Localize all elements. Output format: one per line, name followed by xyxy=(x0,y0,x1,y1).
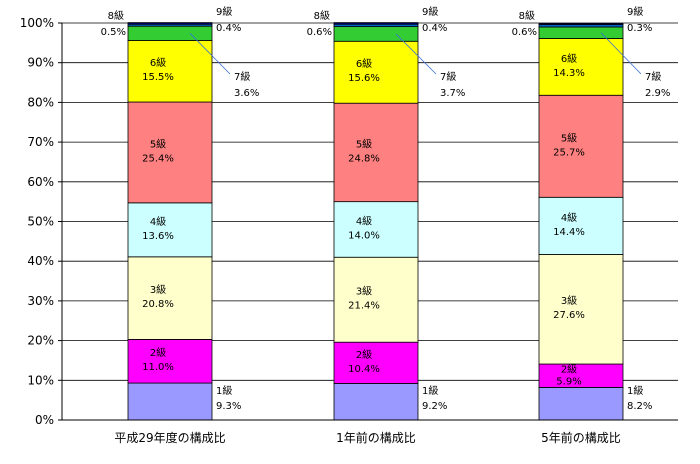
data-label: 3.7% xyxy=(440,88,465,99)
series-name-label: 1級 xyxy=(627,384,643,397)
y-tick-label: 100% xyxy=(20,16,54,30)
series-name-label: 6級 xyxy=(150,56,166,69)
y-tick-label: 50% xyxy=(27,215,54,229)
series-name-label: 4級 xyxy=(356,214,372,227)
y-tick-label: 10% xyxy=(27,373,54,387)
data-label: 3.6% xyxy=(234,88,259,99)
series-name-label: 2級 xyxy=(561,363,577,376)
series-name-label: 7級 xyxy=(234,70,250,83)
x-category-label: 1年前の構成比 xyxy=(336,430,416,445)
series-name-label: 2級 xyxy=(356,348,372,361)
data-label: 8.2% xyxy=(627,401,652,412)
data-label: 13.6% xyxy=(142,231,174,242)
bar-segment xyxy=(538,254,624,365)
y-tick-label: 30% xyxy=(27,294,54,308)
bar-segment xyxy=(127,256,213,340)
y-tick-label: 80% xyxy=(27,95,54,109)
bar-segment xyxy=(333,201,419,258)
bar-segment xyxy=(127,40,213,103)
series-name-label: 4級 xyxy=(561,211,577,224)
series-name-label: 6級 xyxy=(356,57,372,70)
bar-segment xyxy=(333,383,419,421)
series-name-label: 9級 xyxy=(422,5,438,18)
data-label: 10.4% xyxy=(348,364,380,375)
data-label: 0.6% xyxy=(512,27,537,38)
bar-segment xyxy=(333,26,419,42)
data-label: 0.4% xyxy=(216,23,241,34)
y-tick-label: 70% xyxy=(27,135,54,149)
data-label: 25.4% xyxy=(142,153,174,164)
bar-segment xyxy=(127,22,213,25)
y-tick-label: 90% xyxy=(27,56,54,70)
series-name-label: 5級 xyxy=(561,131,577,144)
bar-segment xyxy=(538,38,624,96)
data-label: 25.7% xyxy=(553,147,585,158)
bar-segment xyxy=(538,196,624,255)
leader-line xyxy=(395,33,437,75)
bar-segment xyxy=(333,256,419,343)
series-name-label: 8級 xyxy=(314,9,330,22)
bar-segment xyxy=(538,387,624,421)
bar-segment xyxy=(127,101,213,204)
bar-segment xyxy=(538,94,624,198)
series-name-label: 2級 xyxy=(150,346,166,359)
bar-segment xyxy=(333,341,419,384)
data-label: 14.0% xyxy=(348,230,380,241)
x-category-label: 平成29年度の構成比 xyxy=(114,430,225,445)
data-label: 15.6% xyxy=(348,73,380,84)
bar-segment xyxy=(333,102,419,203)
y-tick-label: 60% xyxy=(27,175,54,189)
bar-segment xyxy=(127,202,213,258)
bar-segment xyxy=(127,25,213,41)
series-name-label: 9級 xyxy=(216,5,232,18)
bar-segment xyxy=(333,40,419,104)
series-name-label: 3級 xyxy=(561,294,577,307)
data-label: 11.0% xyxy=(142,362,174,373)
bar-segment xyxy=(127,382,213,421)
data-label: 5.9% xyxy=(556,377,581,388)
data-label: 24.8% xyxy=(348,153,380,164)
bar-segment xyxy=(127,339,213,384)
data-label: 27.6% xyxy=(553,310,585,321)
series-name-label: 4級 xyxy=(150,215,166,228)
data-label: 9.2% xyxy=(422,401,447,412)
data-label: 9.3% xyxy=(216,401,241,412)
data-label: 2.9% xyxy=(645,88,670,99)
data-label: 20.8% xyxy=(142,299,174,310)
series-name-label: 1級 xyxy=(422,384,438,397)
data-label: 0.4% xyxy=(422,23,447,34)
data-label: 0.3% xyxy=(627,23,652,34)
bar-segment xyxy=(538,26,624,39)
data-label: 0.6% xyxy=(307,27,332,38)
x-category-label: 5年前の構成比 xyxy=(541,430,621,445)
series-name-label: 7級 xyxy=(440,70,456,83)
series-name-label: 1級 xyxy=(216,384,232,397)
data-label: 15.5% xyxy=(142,72,174,83)
leader-line xyxy=(189,33,231,75)
data-label: 14.3% xyxy=(553,68,585,79)
leader-line xyxy=(600,32,642,75)
data-label: 0.5% xyxy=(101,27,126,38)
data-label: 21.4% xyxy=(348,301,380,312)
y-tick-label: 40% xyxy=(27,254,54,268)
series-name-label: 5級 xyxy=(356,137,372,150)
data-label: 14.4% xyxy=(553,227,585,238)
series-name-label: 6級 xyxy=(561,52,577,65)
series-name-label: 9級 xyxy=(627,5,643,18)
series-name-label: 5級 xyxy=(150,137,166,150)
bar-segment xyxy=(333,22,419,25)
y-tick-label: 0% xyxy=(35,413,54,427)
series-name-label: 8級 xyxy=(108,9,124,22)
series-name-label: 3級 xyxy=(356,285,372,298)
y-tick-label: 20% xyxy=(27,334,54,348)
series-name-label: 3級 xyxy=(150,283,166,296)
series-name-label: 8級 xyxy=(519,9,535,22)
bar-segment xyxy=(538,22,624,25)
series-name-label: 7級 xyxy=(645,70,661,83)
